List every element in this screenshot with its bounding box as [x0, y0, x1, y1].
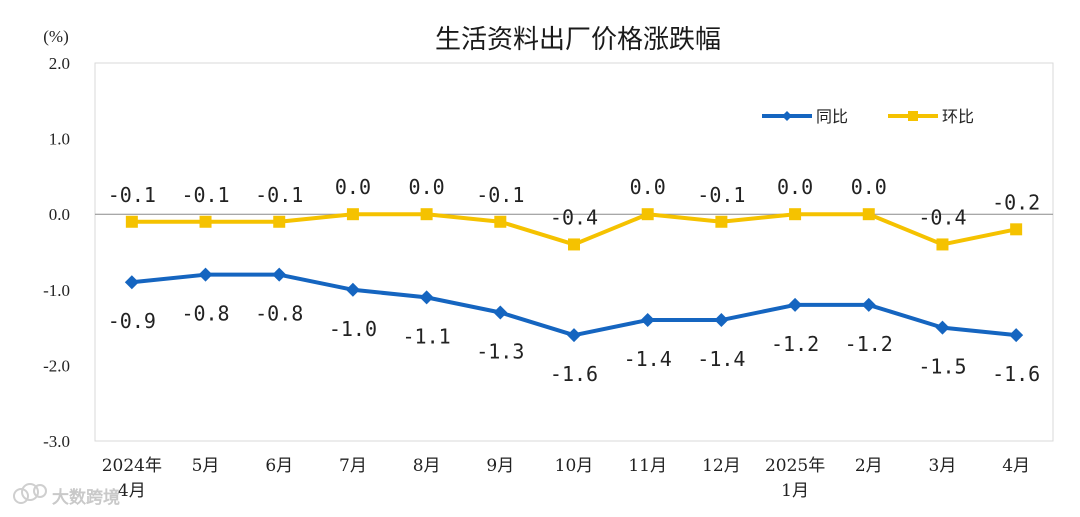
data-point-marker	[420, 208, 433, 221]
x-tick-label: 3月	[929, 456, 957, 476]
data-point-marker	[861, 297, 876, 312]
data-label: 0.0	[335, 175, 371, 199]
y-tick-label: 1.0	[49, 130, 70, 149]
data-label: -0.2	[992, 190, 1040, 214]
data-point-marker	[273, 215, 286, 228]
data-point-marker	[715, 215, 728, 228]
data-label: -1.3	[476, 339, 524, 363]
x-tick-label: 6月	[265, 456, 293, 476]
legend-marker	[908, 111, 918, 121]
y-tick-label: -3.0	[43, 432, 70, 451]
x-tick-label: 12月	[702, 456, 741, 476]
data-point-marker	[419, 290, 434, 305]
plot-area-border	[94, 62, 1054, 442]
x-tick-label: 11月	[628, 456, 667, 476]
data-label: 0.0	[851, 175, 887, 199]
data-label: -0.9	[108, 309, 156, 333]
y-tick-label: 0.0	[49, 205, 70, 224]
data-point-marker	[1010, 223, 1023, 236]
data-label: -0.1	[697, 183, 745, 207]
data-label: 0.0	[409, 175, 445, 199]
data-label: -0.4	[918, 205, 966, 229]
data-point-marker	[936, 238, 949, 251]
data-label: -0.1	[255, 183, 303, 207]
data-label: -0.1	[476, 183, 524, 207]
data-label: 0.0	[630, 175, 666, 199]
x-tick-label: 8月	[413, 456, 441, 476]
data-point-marker	[493, 305, 508, 320]
data-point-marker	[124, 275, 139, 290]
legend-marker	[782, 111, 792, 121]
x-tick-label: 5月	[192, 456, 220, 476]
data-point-marker	[345, 282, 360, 297]
data-label: 0.0	[777, 175, 813, 199]
data-label: -0.1	[108, 183, 156, 207]
x-tick-label: 7月	[339, 456, 367, 476]
x-tick-label: 9月	[486, 456, 514, 476]
data-point-marker	[862, 208, 875, 221]
data-label: -1.4	[697, 347, 745, 371]
x-tick-label: 2月	[855, 456, 883, 476]
legend-label: 环比	[942, 107, 974, 126]
data-label: -0.1	[181, 183, 229, 207]
data-label: -1.2	[845, 332, 893, 356]
data-label: -0.8	[181, 302, 229, 326]
data-point-marker	[567, 328, 581, 343]
y-axis-unit: (%)	[43, 27, 68, 46]
chart-title: 生活资料出厂价格涨跌幅	[435, 25, 721, 55]
data-point-marker	[641, 208, 654, 221]
data-label: -1.5	[918, 355, 966, 379]
data-label: -0.4	[550, 205, 598, 229]
data-point-marker	[346, 208, 359, 221]
data-point-marker	[568, 238, 580, 251]
x-tick-label: 4月	[118, 481, 146, 501]
watermark: 大数跨境	[13, 483, 120, 508]
weibo-icon	[13, 483, 47, 504]
y-tick-label: 2.0	[49, 54, 70, 73]
watermark-text: 大数跨境	[52, 487, 120, 508]
data-label: -1.4	[624, 347, 672, 371]
data-point-marker	[714, 313, 729, 328]
data-point-marker	[494, 215, 507, 228]
data-point-marker	[935, 320, 950, 335]
data-label: -0.8	[255, 302, 303, 326]
data-point-marker	[788, 297, 803, 312]
data-point-marker	[198, 267, 213, 282]
data-label: -1.1	[403, 324, 451, 348]
data-point-marker	[1009, 328, 1024, 343]
x-tick-label: 2025年	[765, 456, 825, 476]
data-point-marker	[789, 208, 802, 221]
legend-label: 同比	[816, 107, 848, 126]
x-tick-label: 10月	[555, 456, 594, 476]
data-label: -1.0	[329, 317, 377, 341]
data-label: -1.2	[771, 332, 819, 356]
x-tick-label: 4月	[1002, 456, 1030, 476]
data-label: -1.6	[992, 362, 1040, 386]
y-tick-label: -1.0	[43, 281, 70, 300]
data-label: -1.6	[550, 362, 598, 386]
x-tick-label: 2024年	[102, 456, 162, 476]
data-point-marker	[640, 313, 655, 328]
y-tick-label: -2.0	[43, 356, 70, 375]
data-point-marker	[199, 215, 212, 228]
data-point-marker	[125, 215, 138, 228]
data-point-marker	[272, 267, 287, 282]
x-tick-label: 1月	[781, 481, 809, 501]
